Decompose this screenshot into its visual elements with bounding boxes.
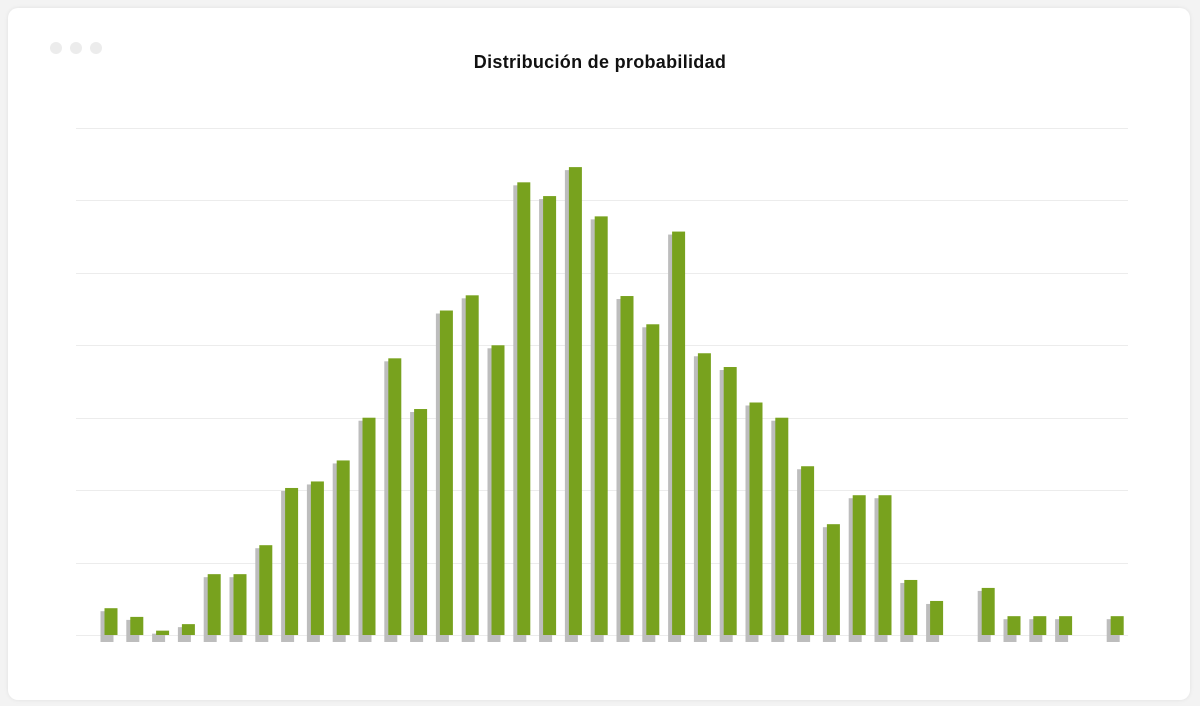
bar-15[interactable] bbox=[465, 295, 479, 635]
window-dot-icon[interactable] bbox=[50, 42, 62, 54]
bar-8[interactable] bbox=[285, 487, 299, 635]
bar-37[interactable] bbox=[1033, 616, 1047, 635]
bar-14[interactable] bbox=[439, 310, 453, 635]
bar-9[interactable] bbox=[310, 481, 324, 635]
bar-7[interactable] bbox=[259, 545, 273, 635]
bar-12[interactable] bbox=[388, 358, 402, 635]
window-controls bbox=[50, 42, 102, 54]
bar-22[interactable] bbox=[646, 324, 660, 635]
bar-21[interactable] bbox=[620, 296, 634, 635]
bar-3[interactable] bbox=[156, 630, 170, 635]
bar-19[interactable] bbox=[568, 167, 582, 635]
bar-36[interactable] bbox=[1007, 616, 1021, 635]
bar-32[interactable] bbox=[904, 579, 918, 635]
bar-6[interactable] bbox=[233, 574, 247, 635]
bar-5[interactable] bbox=[207, 574, 221, 635]
bar-23[interactable] bbox=[672, 231, 686, 635]
bar-20[interactable] bbox=[594, 216, 608, 635]
bar-25[interactable] bbox=[723, 367, 737, 635]
bar-2[interactable] bbox=[130, 616, 144, 635]
window-dot-icon[interactable] bbox=[90, 42, 102, 54]
bar-18[interactable] bbox=[543, 196, 557, 635]
chart-title: Distribución de probabilidad bbox=[473, 52, 727, 72]
bar-31[interactable] bbox=[878, 495, 892, 635]
bar-13[interactable] bbox=[414, 409, 428, 635]
bar-26[interactable] bbox=[749, 402, 763, 635]
bar-40[interactable] bbox=[1110, 616, 1124, 635]
bar-1[interactable] bbox=[104, 608, 118, 635]
bar-35[interactable] bbox=[981, 587, 995, 635]
bar-28[interactable] bbox=[801, 466, 815, 635]
bar-38[interactable] bbox=[1059, 616, 1073, 635]
bar-17[interactable] bbox=[517, 182, 531, 636]
bar-27[interactable] bbox=[775, 417, 789, 635]
bar-24[interactable] bbox=[697, 353, 711, 635]
window-dot-icon[interactable] bbox=[70, 42, 82, 54]
bar-16[interactable] bbox=[491, 345, 505, 635]
bar-shadow bbox=[152, 633, 166, 642]
bar-10[interactable] bbox=[336, 460, 350, 635]
bar-33[interactable] bbox=[930, 600, 944, 635]
bar-29[interactable] bbox=[826, 524, 840, 635]
bar-30[interactable] bbox=[852, 495, 866, 635]
bar-11[interactable] bbox=[362, 417, 376, 635]
bar-4[interactable] bbox=[181, 624, 195, 635]
